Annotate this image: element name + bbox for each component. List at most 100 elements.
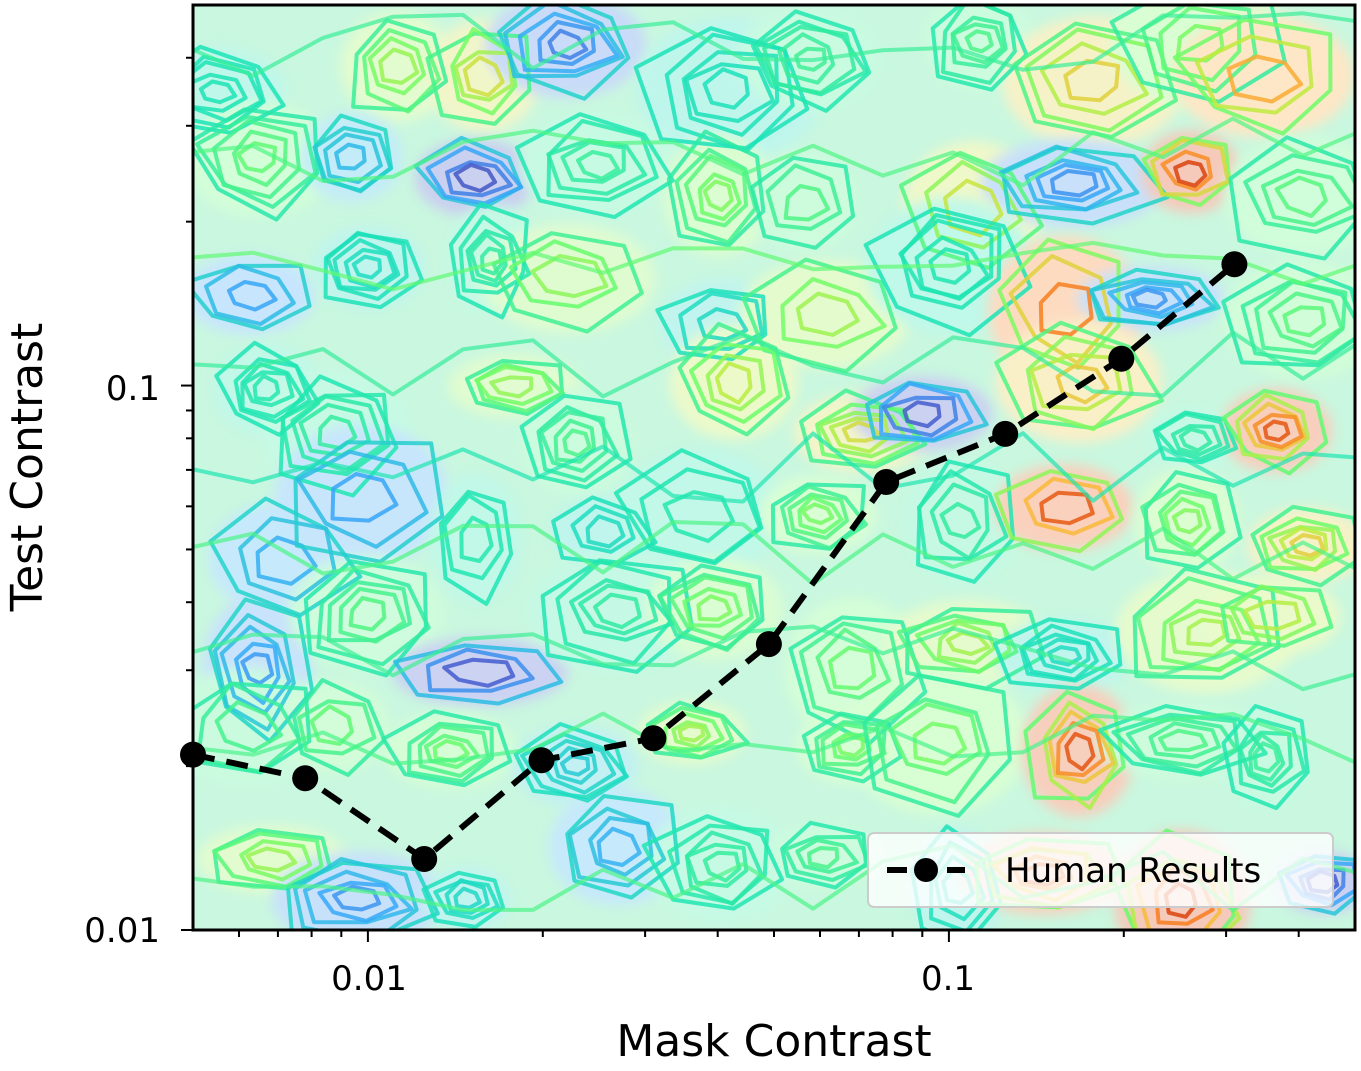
contour-line bbox=[678, 291, 764, 351]
contour-line bbox=[519, 393, 633, 490]
contour-line bbox=[1254, 279, 1348, 355]
contour-line bbox=[503, 5, 625, 79]
contour-line bbox=[1160, 149, 1213, 192]
contour-line bbox=[1194, 34, 1314, 115]
contour-line bbox=[242, 370, 295, 408]
contour-line bbox=[362, 28, 442, 114]
contour-line bbox=[702, 179, 734, 212]
contour-line bbox=[1130, 287, 1168, 310]
contour-line bbox=[1172, 17, 1333, 136]
contour-blob bbox=[519, 111, 675, 218]
contour-line bbox=[783, 184, 831, 222]
contour-line bbox=[682, 586, 743, 628]
series-line-human-results bbox=[192, 261, 1237, 862]
contour-line bbox=[950, 22, 1005, 65]
contour-line bbox=[1055, 721, 1106, 778]
contour-line bbox=[1260, 168, 1355, 227]
contour-line bbox=[794, 46, 827, 72]
contour-line bbox=[787, 492, 849, 540]
contour-line bbox=[1178, 427, 1213, 453]
contour-line bbox=[662, 490, 735, 543]
legend-box bbox=[867, 832, 1334, 908]
contour-line bbox=[1023, 476, 1115, 536]
contour-line bbox=[1158, 489, 1224, 557]
contour-line bbox=[1038, 282, 1094, 337]
contour-line bbox=[874, 697, 991, 805]
contour-line bbox=[537, 20, 596, 66]
contour-line bbox=[303, 559, 428, 678]
contour-line bbox=[1173, 160, 1208, 188]
contour-line bbox=[1150, 138, 1230, 197]
contour-line bbox=[914, 618, 1012, 675]
contour-line bbox=[702, 67, 750, 110]
contour-line bbox=[421, 870, 505, 929]
contour-line bbox=[343, 247, 397, 290]
contour-line bbox=[943, 178, 1004, 238]
contour-line bbox=[292, 678, 387, 777]
contour-line bbox=[681, 50, 780, 137]
contour-line bbox=[489, 375, 534, 399]
contour-line bbox=[914, 235, 990, 301]
contour-line bbox=[1250, 504, 1355, 588]
contour-line bbox=[465, 229, 518, 288]
contour-line bbox=[795, 838, 859, 874]
contour-line bbox=[316, 567, 431, 667]
contour-line bbox=[655, 288, 768, 362]
contour-line bbox=[912, 721, 967, 766]
contour-line bbox=[480, 246, 504, 276]
contour-line bbox=[993, 469, 1124, 554]
contour-line bbox=[252, 373, 281, 402]
y-axis-label: Test Contrast bbox=[2, 323, 53, 613]
contour-line bbox=[1170, 424, 1223, 457]
contour-line bbox=[239, 839, 313, 882]
contour-line bbox=[296, 449, 429, 549]
contour-line bbox=[1267, 291, 1344, 349]
data-point-9 bbox=[1221, 251, 1248, 278]
contour-line bbox=[641, 814, 785, 911]
data-point-7 bbox=[992, 420, 1019, 447]
contour-line bbox=[898, 150, 1044, 270]
contour-line bbox=[669, 575, 754, 641]
contour-line bbox=[348, 596, 387, 632]
contour-line bbox=[1175, 23, 1225, 63]
contour-line bbox=[240, 652, 275, 686]
contour-line bbox=[570, 504, 636, 554]
contour-line bbox=[797, 495, 844, 535]
contour-line bbox=[929, 482, 990, 561]
contour-line bbox=[964, 29, 994, 54]
contour-line bbox=[596, 826, 642, 867]
contour-line bbox=[751, 9, 872, 113]
contour-line bbox=[514, 112, 675, 220]
data-point-1 bbox=[292, 765, 319, 792]
contour-line bbox=[234, 641, 281, 705]
contour-line bbox=[497, 5, 631, 101]
contour-line bbox=[702, 850, 742, 883]
contour-line bbox=[553, 418, 597, 464]
contour-line bbox=[881, 395, 959, 438]
contour-line bbox=[863, 206, 1033, 338]
contour-line bbox=[807, 846, 840, 870]
contour-line bbox=[777, 32, 836, 85]
contour-line bbox=[196, 681, 302, 774]
contour-line bbox=[474, 365, 554, 406]
contour-line bbox=[1158, 728, 1208, 753]
contour-line bbox=[1243, 153, 1355, 234]
contour-line bbox=[293, 440, 445, 564]
contour-line bbox=[1023, 689, 1126, 801]
contour-line bbox=[351, 254, 382, 280]
contour-line bbox=[323, 132, 383, 185]
contour-line bbox=[469, 232, 508, 284]
contour-line bbox=[714, 361, 753, 405]
data-point-0 bbox=[180, 741, 206, 768]
contour-line bbox=[198, 79, 238, 105]
contour-line bbox=[458, 214, 532, 295]
contour-line bbox=[520, 732, 629, 803]
contour-line bbox=[1125, 716, 1239, 769]
x-tick-label-0.01: 0.01 bbox=[331, 959, 407, 999]
contour-line bbox=[442, 657, 516, 688]
data-point-6 bbox=[873, 469, 900, 495]
contour-line bbox=[666, 129, 766, 248]
contour-blob bbox=[1222, 135, 1355, 257]
contour-line bbox=[540, 558, 694, 674]
